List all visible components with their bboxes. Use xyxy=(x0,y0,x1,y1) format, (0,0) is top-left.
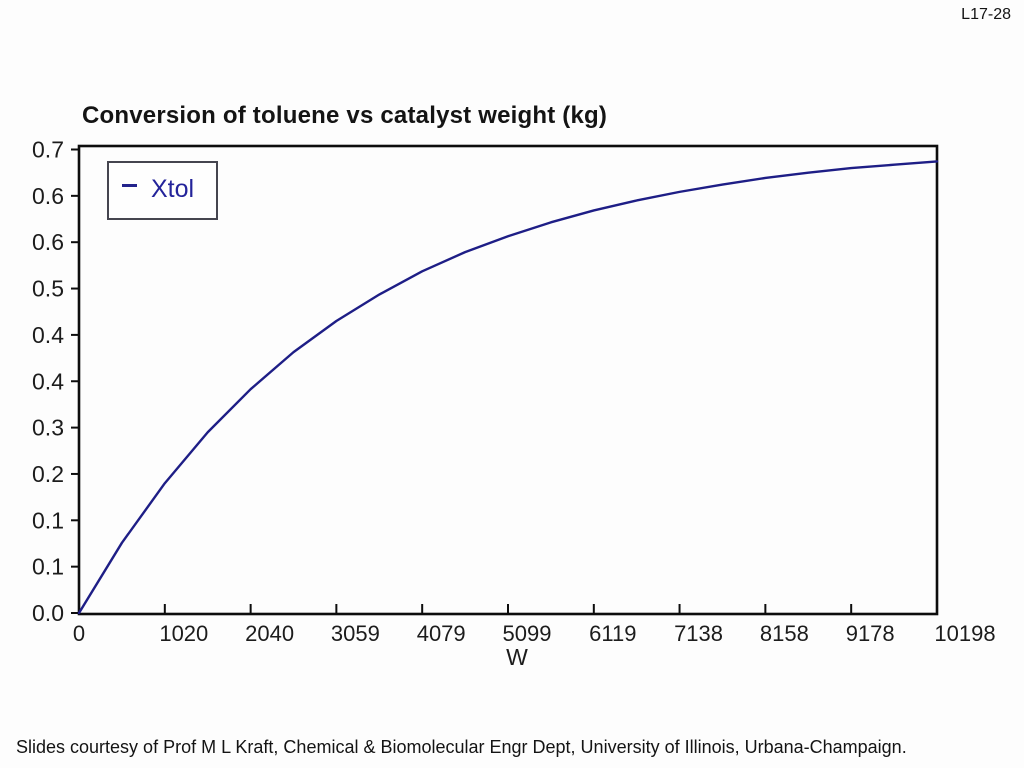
x-tick-label: 3059 xyxy=(331,621,380,646)
y-tick-label: 0.6 xyxy=(32,229,64,255)
chart-legend: Xtol xyxy=(107,161,218,220)
x-tick-label: 4079 xyxy=(417,621,466,646)
slide-number: L17-28 xyxy=(961,6,1011,23)
x-axis-title: W xyxy=(506,644,528,670)
x-tick-label: 2040 xyxy=(245,621,294,646)
x-tick-label: 10198 xyxy=(934,621,995,646)
x-tick-label: 0 xyxy=(73,621,85,646)
y-tick-label: 0.4 xyxy=(32,322,64,348)
legend-line-marker xyxy=(122,184,137,187)
y-tick-label: 0.3 xyxy=(32,415,64,441)
y-tick-label: 0.7 xyxy=(32,137,64,163)
y-tick-label: 0.6 xyxy=(32,183,64,209)
legend-series-label: Xtol xyxy=(151,175,195,203)
chart-title: Conversion of toluene vs catalyst weight… xyxy=(82,102,608,129)
y-tick-label: 0.1 xyxy=(32,507,64,533)
x-tick-label: 7138 xyxy=(674,621,723,646)
x-tick-label: 5099 xyxy=(503,621,552,646)
x-tick-label: 1020 xyxy=(159,621,208,646)
y-tick-label: 0.4 xyxy=(32,368,64,394)
x-tick-label: 6119 xyxy=(589,621,636,646)
y-tick-label: 0.0 xyxy=(32,600,64,626)
y-tick-label: 0.1 xyxy=(32,554,64,580)
attribution-caption: Slides courtesy of Prof M L Kraft, Chemi… xyxy=(16,737,907,757)
series-line-xtol xyxy=(77,160,939,615)
x-tick-label: 8158 xyxy=(760,621,809,646)
plot-frame xyxy=(77,144,939,616)
x-tick-label: 9178 xyxy=(846,621,895,646)
y-tick-label: 0.2 xyxy=(32,461,64,487)
y-tick-label: 0.5 xyxy=(32,276,64,302)
